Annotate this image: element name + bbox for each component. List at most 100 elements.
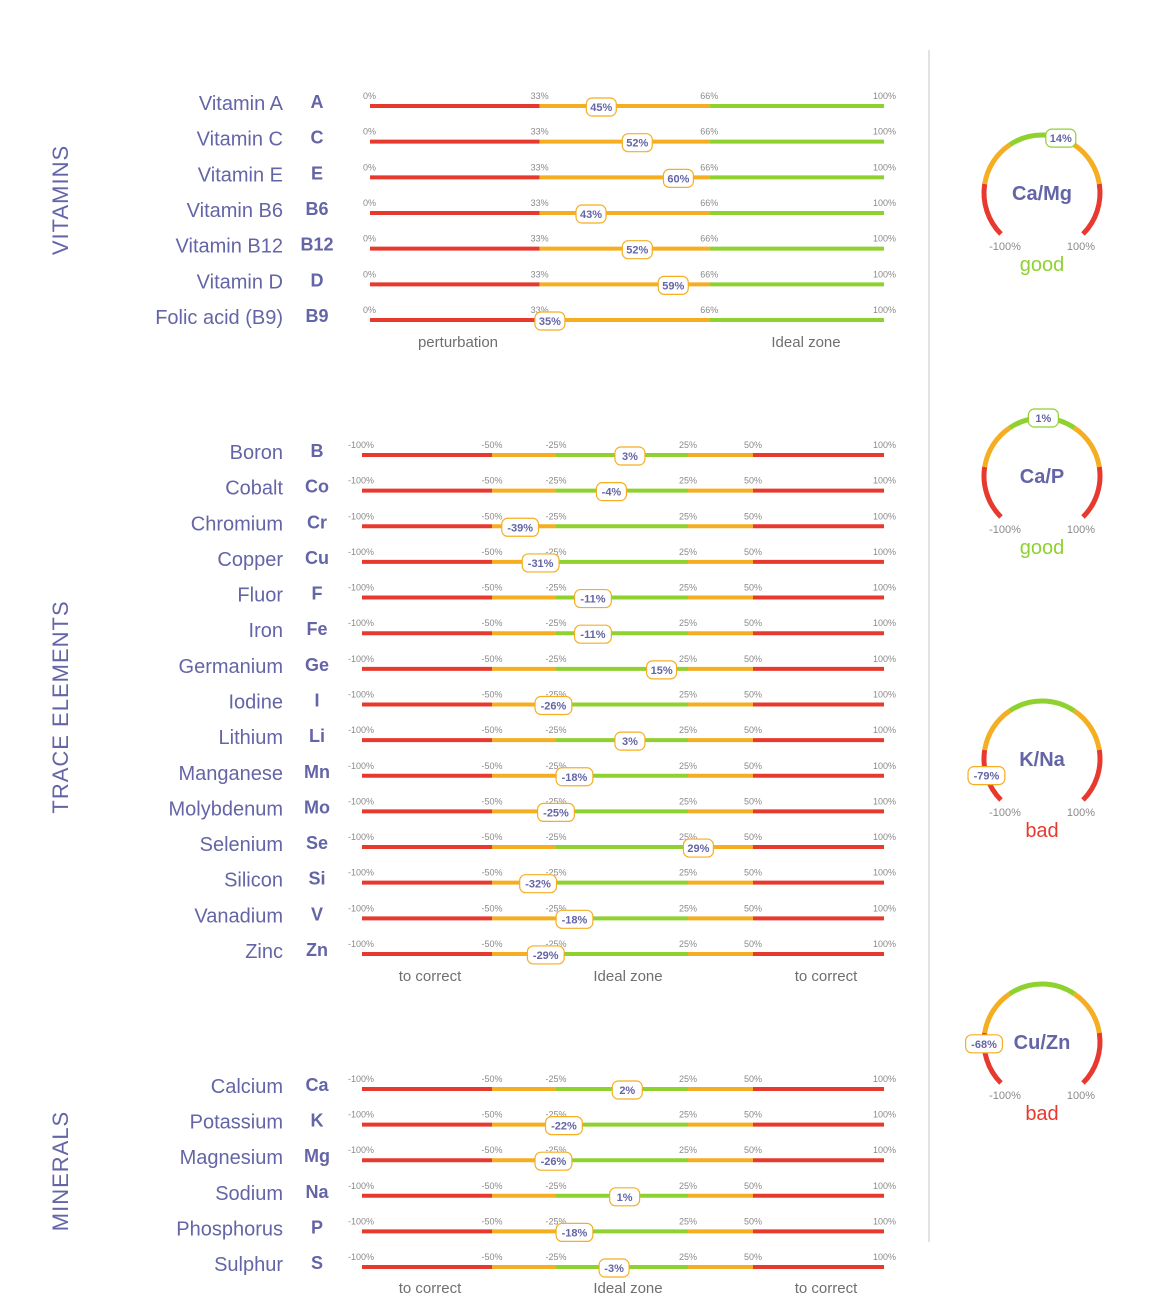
tick-label: 50% [744, 832, 762, 842]
row-sodium: Sodium Na -100% -50% -25% 25% 50% 100% 1% [215, 1181, 896, 1207]
footer-center: Ideal zone [593, 968, 662, 985]
gauge-min-label: -100% [989, 241, 1021, 253]
gauge-marker-label: 1% [1035, 413, 1051, 425]
tick-label: -50% [481, 1145, 502, 1155]
nutrient-symbol: Mn [304, 762, 330, 782]
tick-label: 66% [700, 198, 718, 208]
tick-label: 33% [531, 91, 549, 101]
tick-label: 50% [744, 440, 762, 450]
value-marker: 60% [662, 168, 695, 188]
value-marker-label: -31% [528, 558, 554, 570]
section-title: MINERALS [48, 1111, 73, 1231]
value-marker: 2% [611, 1080, 643, 1100]
nutrient-symbol: F [312, 584, 323, 604]
tick-label: 100% [873, 654, 896, 664]
value-marker: 52% [621, 240, 653, 260]
gauge-marker-bg [1045, 128, 1077, 148]
tick-label: 50% [744, 903, 762, 913]
value-marker-bg [555, 1222, 594, 1243]
nutrient-symbol: B9 [305, 306, 328, 326]
nutrient-symbol: Se [306, 833, 328, 853]
gauge-marker-label: -79% [974, 771, 1000, 783]
nutrient-name: Vitamin B12 [176, 236, 283, 258]
gauge-min-label: -100% [989, 1090, 1021, 1102]
tick-label: 33% [531, 198, 549, 208]
tick-label: 25% [679, 1145, 697, 1155]
tick-label: 50% [744, 1181, 762, 1191]
tick-label: -25% [545, 1181, 566, 1191]
tick-label: -50% [481, 476, 502, 486]
row-iron: Iron Fe -100% -50% -25% 25% 50% 100% -11% [249, 618, 896, 644]
tick-label: 100% [873, 162, 896, 172]
tick-label: -100% [348, 1216, 374, 1226]
nutrient-symbol: C [311, 128, 324, 148]
tick-label: 100% [873, 796, 896, 806]
tick-label: 50% [744, 1110, 762, 1120]
tick-label: -100% [348, 1252, 374, 1262]
nutrient-symbol: K [311, 1111, 324, 1131]
tick-label: -25% [545, 868, 566, 878]
tick-label: -25% [545, 1252, 566, 1262]
value-marker: 29% [682, 838, 715, 858]
value-marker-bg [662, 168, 695, 188]
nutrient-symbol: B12 [300, 235, 333, 255]
value-marker: -3% [598, 1258, 630, 1278]
gauge-status: bad [1025, 1103, 1058, 1125]
value-marker-bg [573, 624, 612, 644]
tick-label: 100% [873, 1074, 896, 1084]
section-title: VITAMINS [48, 145, 73, 255]
tick-label: -100% [348, 583, 374, 593]
row-phosphorus: Phosphorus P -100% -50% -25% 25% 50% 100% -18% [176, 1216, 896, 1243]
footer-right: to correct [795, 1280, 858, 1297]
tick-label: -25% [545, 1216, 566, 1226]
nutrient-name: Selenium [200, 834, 283, 856]
row-iodine: Iodine I -100% -50% -25% 25% 50% 100% -26% [229, 689, 896, 716]
gauge-status: good [1020, 537, 1065, 559]
tick-label: -25% [545, 440, 566, 450]
tick-label: 33% [531, 234, 549, 244]
nutrient-name: Vanadium [194, 905, 283, 927]
value-marker-label: -22% [551, 1121, 577, 1133]
nutrient-symbol: E [311, 163, 323, 183]
nutrient-symbol: Mg [304, 1146, 330, 1166]
value-marker: -4% [595, 482, 628, 502]
tick-label: 25% [679, 547, 697, 557]
tick-label: -100% [348, 832, 374, 842]
tick-label: 66% [700, 305, 718, 315]
nutrient-name: Vitamin B6 [187, 200, 283, 222]
value-marker-label: -25% [543, 807, 569, 819]
value-marker: 15% [645, 660, 678, 680]
gauge-ca-mg: Ca/Mg -100% 100%good 14% [981, 128, 1103, 276]
gauge-arc-segment [1072, 708, 1102, 751]
tick-label: 100% [873, 903, 896, 913]
tick-label: 25% [679, 511, 697, 521]
value-marker-label: -18% [562, 914, 588, 926]
row-germanium: Germanium Ge -100% -50% -25% 25% 50% 100% 15% [179, 654, 896, 680]
tick-label: 66% [700, 91, 718, 101]
tick-label: -50% [481, 511, 502, 521]
tick-label: -50% [481, 761, 502, 771]
tick-label: 25% [679, 1252, 697, 1262]
row-vitamin-e: Vitamin E E 0% 33% 66% 100% 60% [198, 162, 896, 188]
tick-label: 50% [744, 1145, 762, 1155]
tick-label: 50% [744, 689, 762, 699]
value-marker: 3% [614, 731, 646, 751]
tick-label: -25% [545, 654, 566, 664]
value-marker: 52% [621, 133, 653, 153]
row-potassium: Potassium K -100% -50% -25% 25% 50% 100% -22% [190, 1110, 896, 1136]
value-marker-label: 52% [626, 245, 648, 257]
tick-label: -50% [481, 1181, 502, 1191]
tick-label: 0% [363, 234, 376, 244]
footer-left: to correct [399, 968, 462, 985]
footer-right: Ideal zone [771, 334, 840, 351]
value-marker-bg [555, 909, 594, 929]
value-marker-bg [534, 695, 573, 716]
value-marker: 3% [614, 446, 646, 466]
nutrient-name: Iron [249, 620, 283, 642]
value-marker: -11% [573, 624, 612, 644]
tick-label: -50% [481, 1216, 502, 1226]
gauge-arc-segment [1072, 142, 1102, 185]
nutrient-name: Potassium [190, 1112, 283, 1134]
nutrient-symbol: Si [308, 869, 325, 889]
row-vitamin-a: Vitamin A A 0% 33% 66% 100% 45% [199, 91, 896, 117]
